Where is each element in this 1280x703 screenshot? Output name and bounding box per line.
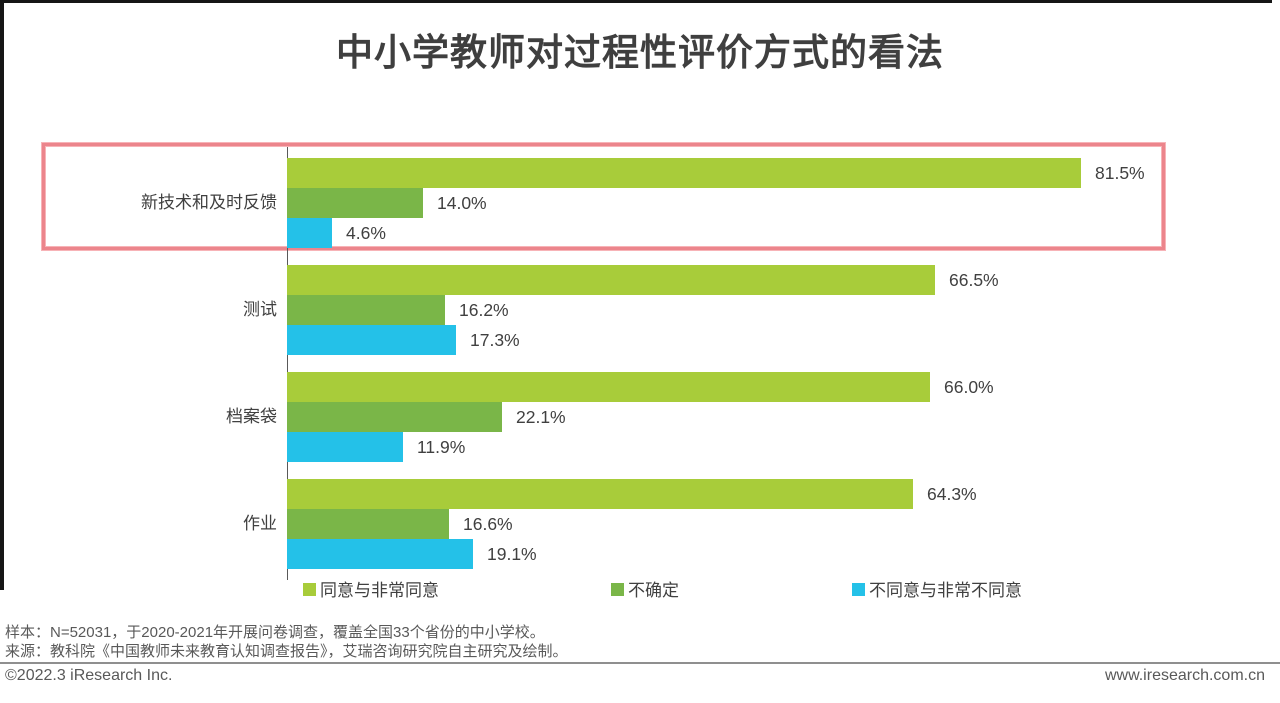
legend-item-uncertain: 不确定	[611, 581, 679, 601]
note-sample: 样本：N=52031，于2020-2021年开展问卷调查，覆盖全国33个省份的中…	[5, 624, 545, 641]
value-label: 19.1%	[487, 544, 537, 564]
value-label: 17.3%	[470, 330, 520, 350]
bar-segment	[287, 402, 502, 432]
category-label: 新技术和及时反馈	[141, 193, 277, 212]
copyright-text: ©2022.3 iResearch Inc.	[5, 667, 173, 684]
category-label: 作业	[243, 514, 277, 533]
bar-segment	[287, 479, 913, 509]
highlight-box	[42, 143, 1165, 250]
value-label: 4.6%	[346, 223, 386, 243]
bar-segment	[287, 325, 456, 355]
value-label: 64.3%	[927, 484, 977, 504]
bar-segment	[287, 188, 423, 218]
bar-segment	[287, 539, 473, 569]
bar-segment	[287, 372, 930, 402]
value-label: 66.0%	[944, 377, 994, 397]
note-source: 来源：教科院《中国教师未来教育认知调查报告》，艾瑞咨询研究院自主研究及绘制。	[5, 643, 568, 660]
bar-segment	[287, 432, 403, 462]
bar-segment	[287, 509, 449, 539]
chart-title: 中小学教师对过程性评价方式的看法	[336, 32, 944, 73]
legend-swatch-disagree-icon	[852, 583, 865, 596]
category-label: 档案袋	[226, 407, 277, 426]
legend-item-disagree: 不同意与非常不同意	[852, 581, 1022, 601]
legend-label-disagree: 不同意与非常不同意	[869, 581, 1022, 600]
value-label: 14.0%	[437, 193, 487, 213]
value-label: 81.5%	[1095, 163, 1145, 183]
value-label: 16.2%	[459, 300, 509, 320]
legend-label-agree: 同意与非常同意	[320, 581, 439, 600]
legend-label-uncertain: 不确定	[628, 581, 679, 600]
value-label: 16.6%	[463, 514, 513, 534]
bar-segment	[287, 265, 935, 295]
screen-edge-artifact-top	[0, 0, 1272, 3]
bar-segment	[287, 218, 332, 248]
website-url: www.iresearch.com.cn	[1104, 667, 1265, 684]
bar-segment	[287, 295, 445, 325]
category-label: 测试	[243, 300, 277, 319]
y-axis-line	[287, 147, 288, 580]
legend-swatch-agree-icon	[303, 583, 316, 596]
footer-divider	[0, 662, 1280, 664]
bar-segment	[287, 158, 1081, 188]
value-label: 11.9%	[417, 437, 466, 457]
screen-edge-artifact-left	[0, 0, 4, 590]
legend-item-agree: 同意与非常同意	[303, 581, 439, 601]
legend-swatch-uncertain-icon	[611, 583, 624, 596]
value-label: 22.1%	[516, 407, 566, 427]
value-label: 66.5%	[949, 270, 999, 290]
